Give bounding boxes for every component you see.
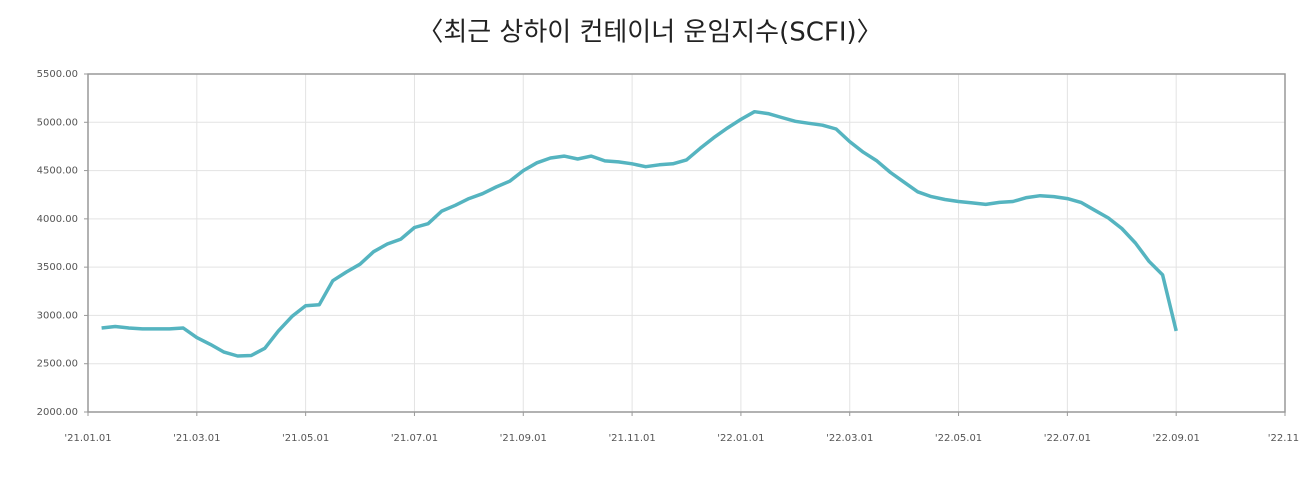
- y-tick-label: 4000.00: [37, 214, 78, 225]
- y-tick-label: 4500.00: [37, 166, 78, 177]
- x-tick-label: '21.07.01: [391, 433, 438, 444]
- x-tick-label: '22.01.01: [717, 433, 764, 444]
- x-tick-label: '21.01.01: [64, 433, 111, 444]
- x-tick-label: '21.05.01: [282, 433, 329, 444]
- line-series: [101, 109, 1178, 358]
- y-tick-label: 5000.00: [37, 117, 78, 128]
- x-tick-label: '22.11.: [1268, 433, 1299, 444]
- y-tick-label: 2500.00: [37, 359, 78, 370]
- x-tick-label: '22.07.01: [1044, 433, 1091, 444]
- x-tick-label: '22.09.01: [1153, 433, 1200, 444]
- y-tick-label: 2000.00: [37, 407, 78, 418]
- y-tick-label: 3500.00: [37, 262, 78, 273]
- x-tick-label: '21.11.01: [608, 433, 655, 444]
- x-tick-label: '22.03.01: [826, 433, 873, 444]
- x-tick-label: '21.03.01: [173, 433, 220, 444]
- y-tick-label: 5500.00: [37, 69, 78, 80]
- plot-area: [88, 74, 1285, 412]
- y-tick-label: 3000.00: [37, 310, 78, 321]
- plot-frame: [87, 73, 1286, 413]
- x-tick-label: '21.09.01: [500, 433, 547, 444]
- x-tick-label: '22.05.01: [935, 433, 982, 444]
- chart-title: 〈최근 상하이 컨테이너 운임지수(SCFI)〉: [417, 18, 882, 48]
